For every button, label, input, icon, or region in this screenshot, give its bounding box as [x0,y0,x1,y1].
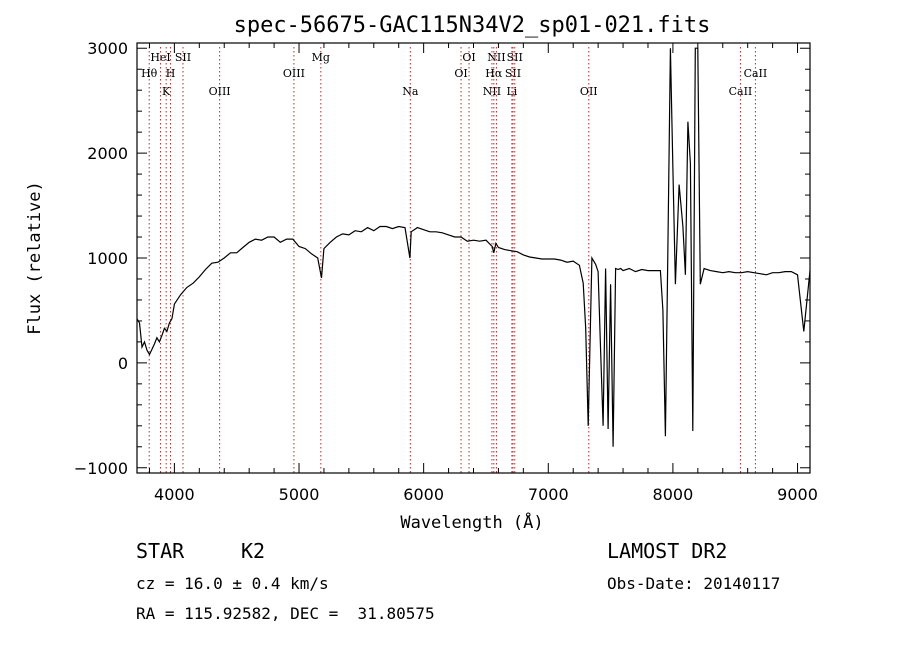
y-tick-label-1: 0 [118,354,128,373]
line-marker-label-12: NII [487,51,505,64]
y-tick-label-4: 3000 [87,39,128,58]
line-marker-label-6: OIII [283,67,305,80]
coordinates: RA = 115.92582, DEC = 31.80575 [136,604,435,623]
object-subclass: K2 [241,539,266,563]
x-tick-label-2: 6000 [403,485,444,504]
x-tick-label-5: 9000 [777,485,818,504]
line-marker-label-0: Hθ [141,67,158,80]
x-tick-label-4: 8000 [653,485,694,504]
survey-name: LAMOST DR2 [607,539,728,563]
y-axis-label: Flux (relative) [25,181,45,335]
line-marker-label-13: Hα [485,67,503,80]
chart-title: spec-56675-GAC115N34V2_sp01-021.fits [234,13,711,38]
line-marker-label-7: Mg [312,51,330,64]
object-class: STAR [136,539,185,563]
redshift-velocity: cz = 16.0 ± 0.4 km/s [136,574,329,593]
y-tick-label-0: −1000 [74,459,128,478]
line-marker-label-4: SII [175,51,191,64]
series-line-flux [136,47,811,447]
line-marker-label-15: SII [507,51,523,64]
line-marker-label-11: NII [483,85,501,98]
x-tick-label-3: 7000 [528,485,569,504]
x-tick-label-1: 5000 [279,485,320,504]
line-marker-label-18: CaII [729,85,753,98]
y-axis: −1000 0 1000 2000 3000 [74,39,810,478]
line-marker-label-3: H [166,67,176,80]
x-axis-label: Wavelength (Å) [400,511,543,533]
line-marker-label-16: Li [506,85,517,98]
line-marker-label-14: SII [505,67,521,80]
x-tick-label-0: 4000 [154,485,195,504]
observation-date: Obs-Date: 20140117 [607,574,781,593]
line-marker-label-5: OIII [209,85,231,98]
x-axis: 4000 5000 6000 7000 8000 9000 [148,43,818,504]
line-marker-label-19: CaII [744,67,768,80]
plot-frame [136,42,811,474]
line-marker-label-2: K [162,85,171,98]
line-marker-label-17: OII [580,85,598,98]
y-tick-label-3: 2000 [87,144,128,163]
line-marker-label-8: Na [402,85,419,98]
line-marker-label-9: OI [454,67,467,80]
line-marker-label-10: OI [462,51,475,64]
y-tick-label-2: 1000 [87,249,128,268]
line-marker-label-1: HeI [150,51,170,64]
